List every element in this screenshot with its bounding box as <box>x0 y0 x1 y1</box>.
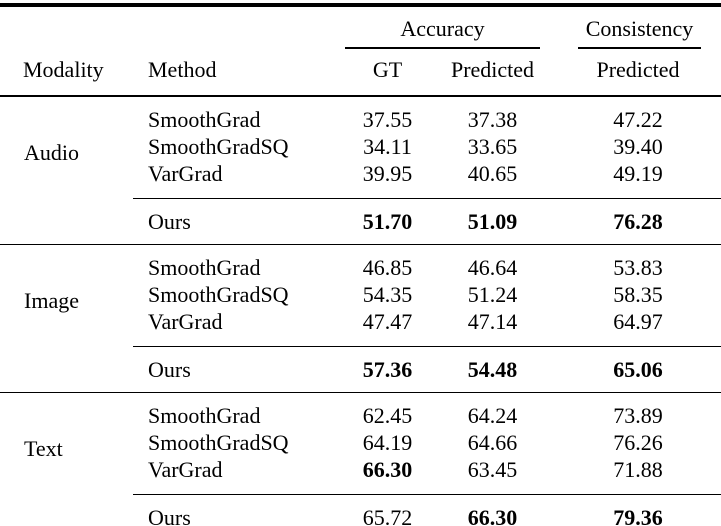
table-row: SmoothGradSQ 54.35 51.24 58.35 <box>0 281 721 308</box>
method-cell: VarGrad <box>148 309 223 334</box>
table-row: SmoothGradSQ 64.19 64.66 76.26 <box>0 429 721 456</box>
table-row: Image SmoothGrad 46.85 46.64 53.83 <box>0 245 721 313</box>
predicted-value: 40.65 <box>467 161 518 186</box>
ours-row: Ours 65.72 66.30 79.36 <box>0 494 721 526</box>
group-header-accuracy: Accuracy <box>345 5 555 49</box>
predicted-value: 33.65 <box>467 134 518 159</box>
predicted-value: 66.30 <box>430 494 555 526</box>
column-header-consistency-predicted: Predicted <box>555 49 721 97</box>
table-row: VarGrad 66.30 63.45 71.88 <box>0 456 721 495</box>
group-header-spacer <box>0 5 345 49</box>
method-cell: SmoothGrad <box>148 255 261 280</box>
consistency-value: 76.28 <box>555 198 721 245</box>
gt-value: 37.55 <box>362 107 413 132</box>
method-cell: SmoothGradSQ <box>148 282 289 307</box>
column-header-predicted: Predicted <box>430 49 555 97</box>
consistency-value: 53.83 <box>613 255 663 280</box>
ours-row: Ours 51.70 51.09 76.28 <box>0 198 721 245</box>
gt-value: 57.36 <box>345 346 430 393</box>
consistency-value: 71.88 <box>613 457 663 482</box>
predicted-value: 47.14 <box>467 309 518 334</box>
method-cell: SmoothGradSQ <box>148 134 289 159</box>
predicted-value: 46.64 <box>467 255 518 280</box>
consistency-value: 49.19 <box>613 161 663 186</box>
column-header-row: Modality Method GT Predicted Predicted <box>0 49 721 97</box>
modality-label-text: Text <box>24 435 63 461</box>
method-cell: VarGrad <box>148 457 223 482</box>
modality-label-audio: Audio <box>24 139 79 165</box>
method-cell: Ours <box>133 494 345 526</box>
section-image: Image SmoothGrad 46.85 46.64 53.83 Smoot… <box>0 245 721 393</box>
results-table: Accuracy Consistency Modality Method GT … <box>0 3 721 526</box>
predicted-value: 54.48 <box>430 346 555 393</box>
gt-value: 51.70 <box>345 198 430 245</box>
column-header-method: Method <box>133 49 345 97</box>
gt-value: 39.95 <box>362 161 413 186</box>
consistency-value: 39.40 <box>613 134 663 159</box>
consistency-value: 64.97 <box>613 309 663 334</box>
method-cell: SmoothGradSQ <box>148 430 289 455</box>
consistency-value: 47.22 <box>613 107 663 132</box>
ours-row: Ours 57.36 54.48 65.06 <box>0 346 721 393</box>
predicted-value: 63.45 <box>467 457 518 482</box>
method-cell: Ours <box>133 346 345 393</box>
table-row: SmoothGradSQ 34.11 33.65 39.40 <box>0 133 721 160</box>
gt-value: 64.19 <box>362 430 413 455</box>
consistency-value: 65.06 <box>555 346 721 393</box>
group-header-consistency: Consistency <box>555 5 721 49</box>
gt-value: 66.30 <box>362 457 413 482</box>
table-row: VarGrad 39.95 40.65 49.19 <box>0 160 721 199</box>
modality-spacer <box>0 346 133 393</box>
table-row: Audio SmoothGrad 37.55 37.38 47.22 <box>0 96 721 165</box>
predicted-value: 64.24 <box>467 403 518 428</box>
modality-spacer <box>0 198 133 245</box>
gt-value: 65.72 <box>345 494 430 526</box>
table-row: VarGrad 47.47 47.14 64.97 <box>0 308 721 347</box>
predicted-value: 51.24 <box>467 282 518 307</box>
table-row: Text SmoothGrad 62.45 64.24 73.89 <box>0 393 721 461</box>
consistency-value: 58.35 <box>613 282 663 307</box>
group-label-consistency: Consistency <box>585 16 694 41</box>
predicted-value: 51.09 <box>430 198 555 245</box>
method-cell: SmoothGrad <box>148 107 261 132</box>
gt-value: 62.45 <box>362 403 413 428</box>
method-cell: Ours <box>133 198 345 245</box>
gt-value: 34.11 <box>363 134 412 159</box>
predicted-value: 37.38 <box>467 107 518 132</box>
method-cell: VarGrad <box>148 161 223 186</box>
method-cell: SmoothGrad <box>148 403 261 428</box>
column-header-gt: GT <box>345 49 430 97</box>
section-audio: Audio SmoothGrad 37.55 37.38 47.22 Smoot… <box>0 96 721 245</box>
cmidrule-accuracy <box>345 47 540 49</box>
group-label-accuracy: Accuracy <box>400 16 485 41</box>
modality-spacer <box>0 494 133 526</box>
group-header-row: Accuracy Consistency <box>0 5 721 49</box>
column-header-modality: Modality <box>0 49 133 97</box>
gt-value: 47.47 <box>362 309 413 334</box>
cmidrule-consistency <box>578 47 701 49</box>
consistency-value: 79.36 <box>555 494 721 526</box>
gt-value: 46.85 <box>362 255 413 280</box>
gt-value: 54.35 <box>362 282 413 307</box>
consistency-value: 73.89 <box>613 403 663 428</box>
predicted-value: 64.66 <box>467 430 518 455</box>
modality-label-image: Image <box>24 287 79 313</box>
consistency-value: 76.26 <box>613 430 663 455</box>
section-text: Text SmoothGrad 62.45 64.24 73.89 Smooth… <box>0 393 721 526</box>
